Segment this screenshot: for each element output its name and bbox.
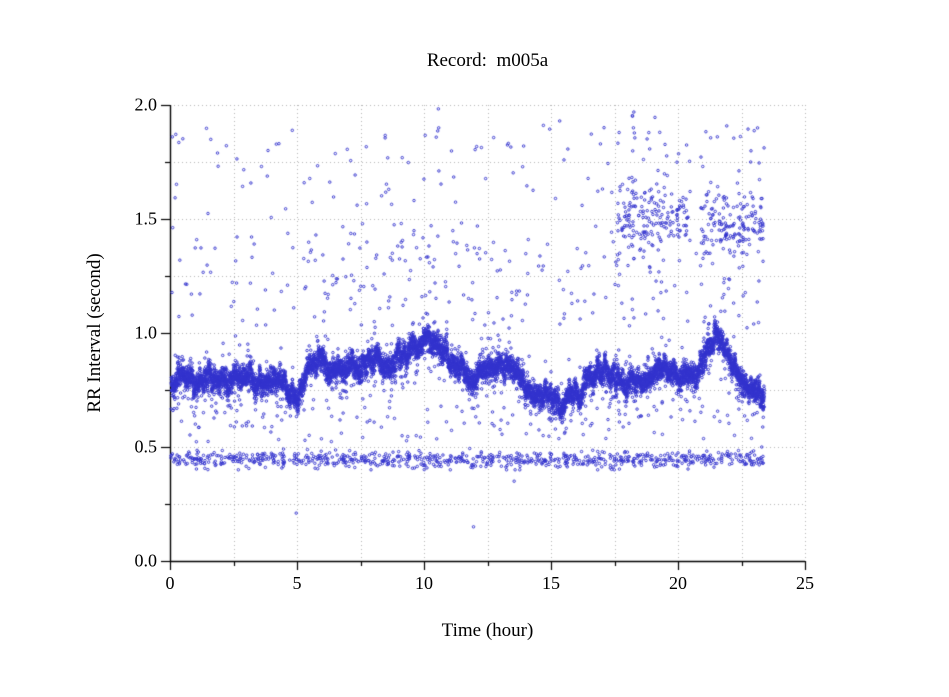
x-tick-label: 0 [165, 573, 175, 593]
x-tick-label: 15 [542, 573, 560, 593]
y-tick-label: 2.0 [134, 94, 158, 115]
x-tick-label: 5 [292, 573, 302, 593]
y-tick-label: 1.0 [134, 322, 158, 343]
chart-title: Record: m005a [426, 50, 549, 71]
x-tick-label: 25 [796, 573, 814, 593]
x-tick-label: 20 [669, 573, 687, 593]
y-tick-label: 0.0 [134, 550, 158, 571]
y-tick-label: 1.5 [134, 208, 158, 229]
x-axis-label: Time (hour) [441, 620, 534, 641]
y-tick-label: 0.5 [134, 436, 158, 457]
x-tick-label: 10 [415, 573, 433, 593]
